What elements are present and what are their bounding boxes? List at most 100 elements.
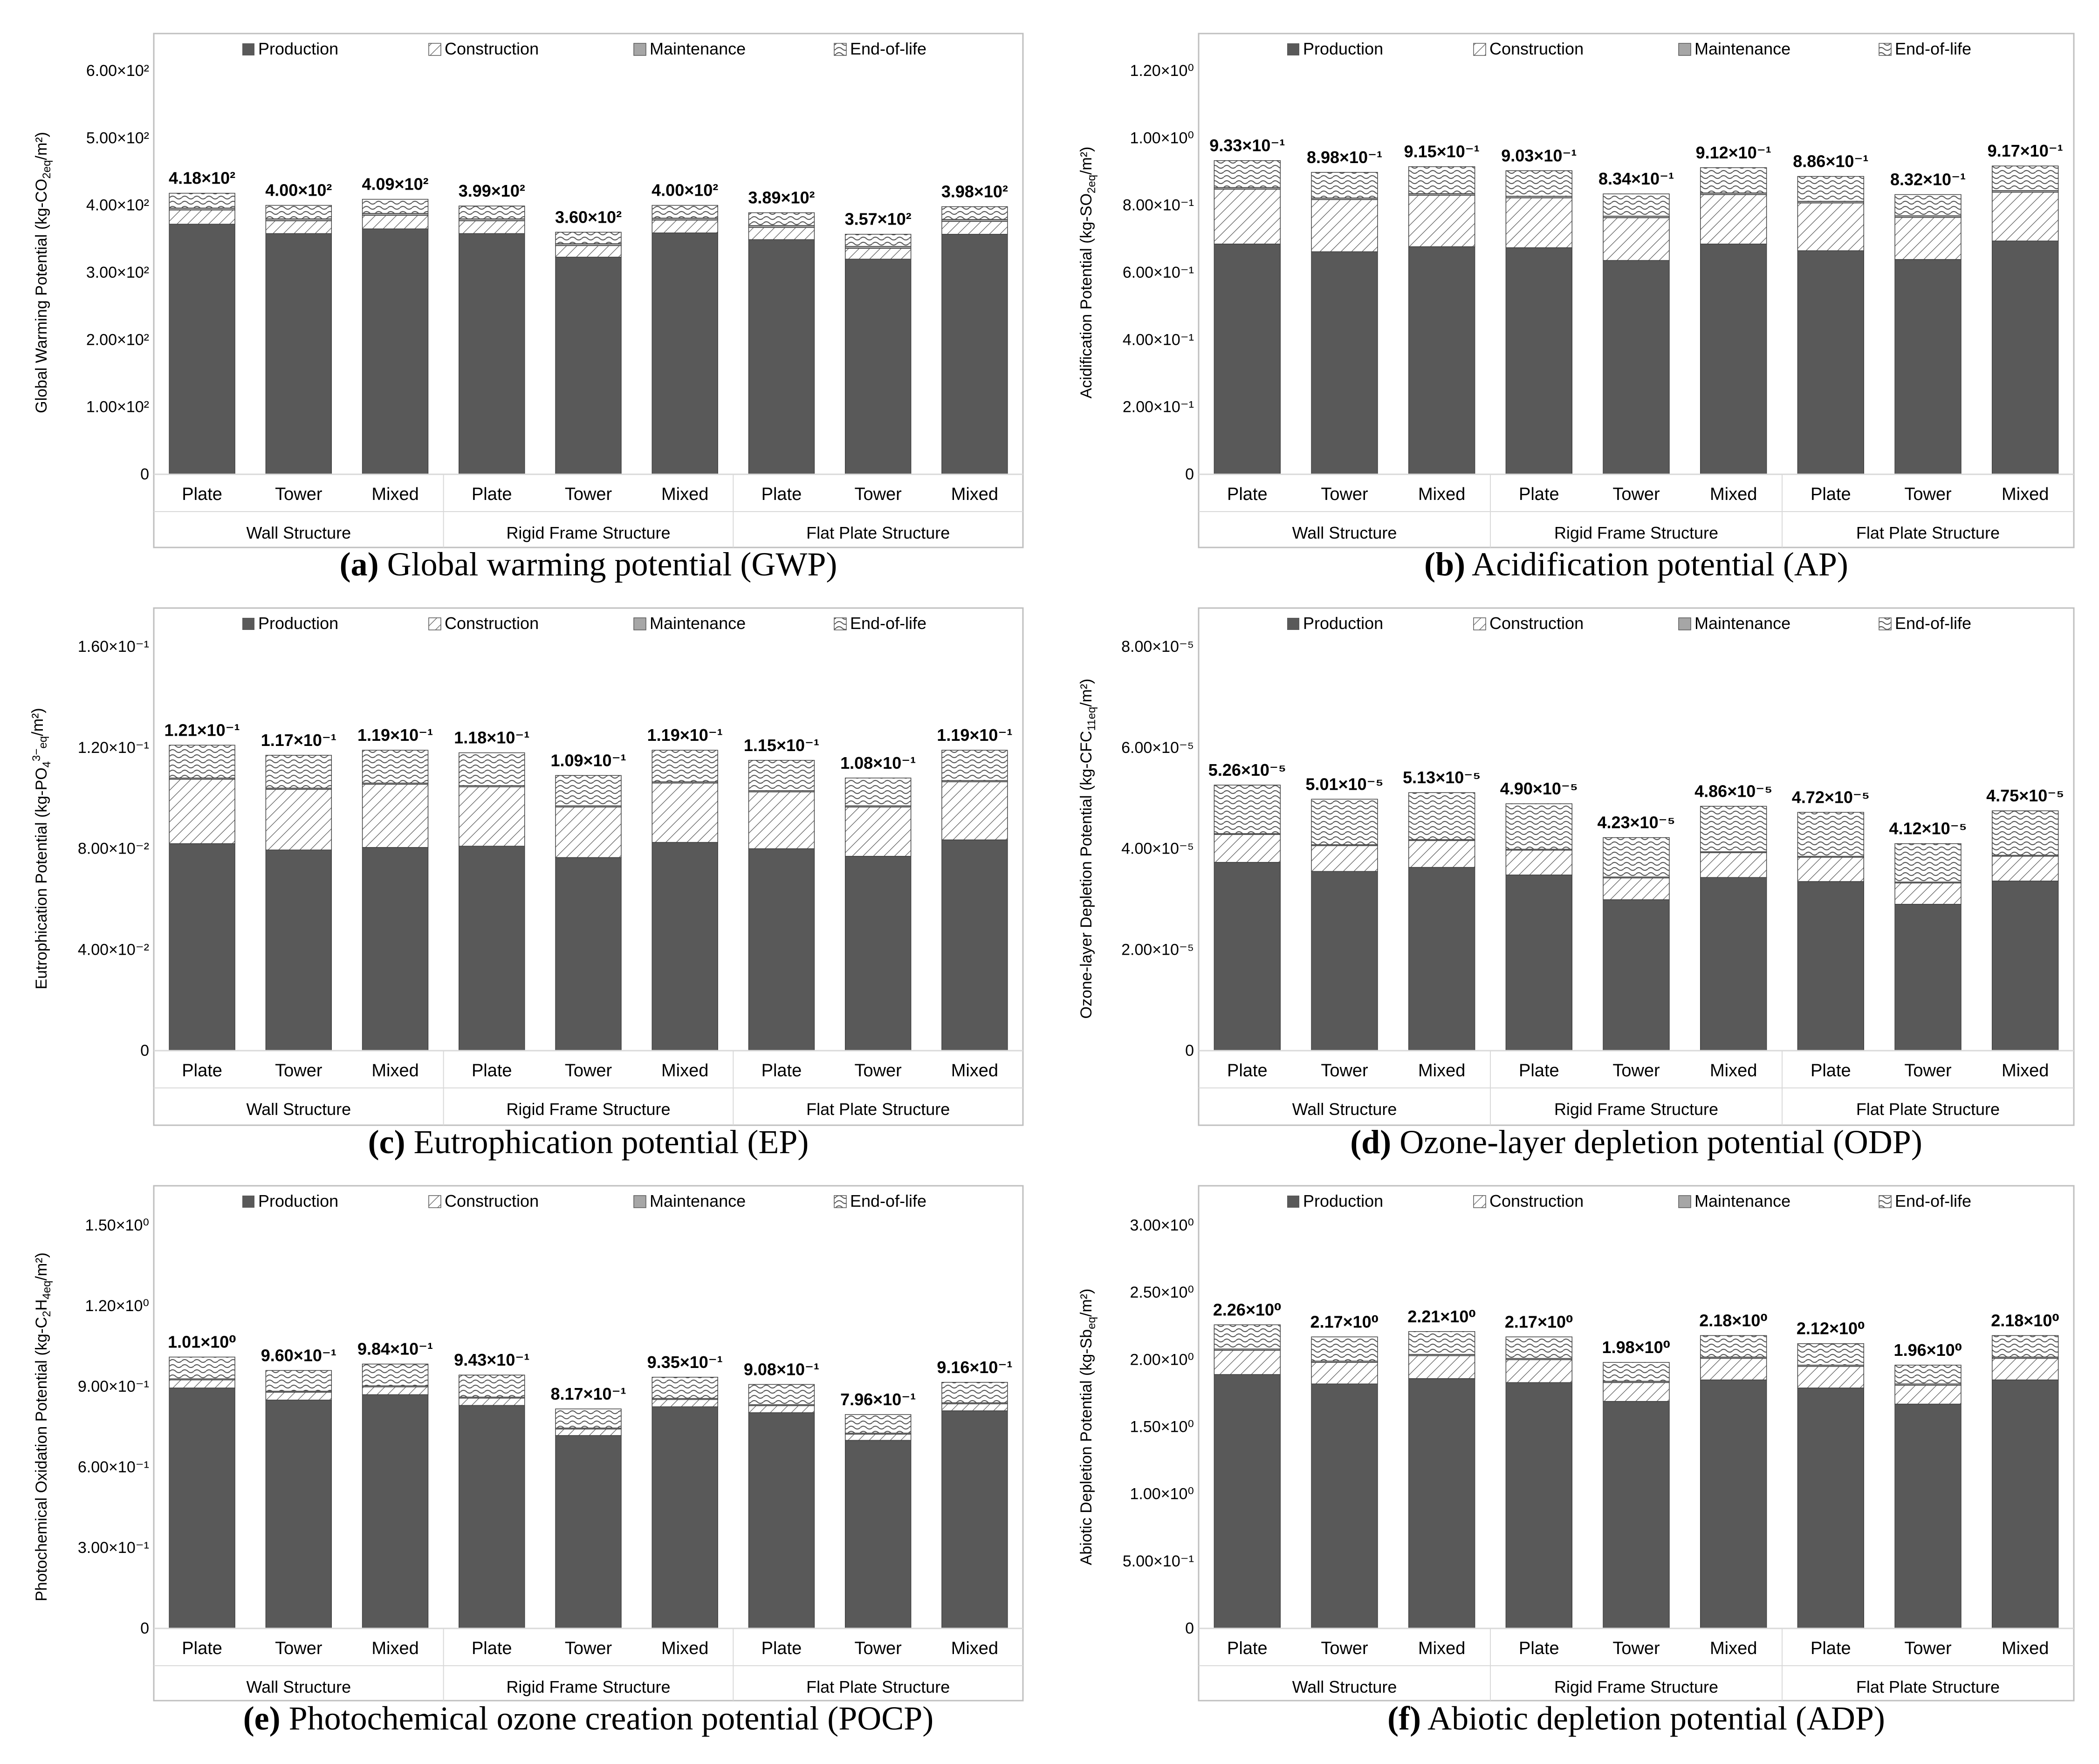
bar-segment-production[interactable] — [941, 233, 1008, 475]
bar-segment-end-of-life[interactable] — [1700, 167, 1767, 193]
bar-segment-construction[interactable] — [1700, 852, 1767, 878]
bar-segment-production[interactable] — [1991, 881, 2059, 1051]
bar-segment-end-of-life[interactable] — [1408, 1331, 1475, 1355]
bar-segment-construction[interactable] — [1991, 191, 2059, 241]
bar-segment-construction[interactable] — [1505, 198, 1573, 248]
bar-segment-construction[interactable] — [459, 1398, 525, 1406]
bar-segment-production[interactable] — [555, 1435, 622, 1629]
bar-segment-end-of-life[interactable] — [265, 1370, 332, 1392]
bar-segment-construction[interactable] — [1894, 217, 1962, 260]
bar-segment-production[interactable] — [169, 224, 235, 475]
bar-segment-production[interactable] — [169, 843, 235, 1051]
bar-segment-production[interactable] — [459, 846, 525, 1051]
bar-segment-end-of-life[interactable] — [1214, 785, 1281, 834]
bar-segment-construction[interactable] — [1214, 1350, 1281, 1375]
bar-segment-production[interactable] — [1991, 240, 2059, 475]
bar-segment-production[interactable] — [1991, 1379, 2059, 1629]
bar-segment-production[interactable] — [748, 239, 815, 475]
bar-segment-construction[interactable] — [844, 1434, 912, 1441]
bar-segment-construction[interactable] — [1797, 202, 1865, 251]
bar-segment-construction[interactable] — [652, 219, 718, 233]
bar-segment-production[interactable] — [1700, 1379, 1767, 1629]
bar-segment-construction[interactable] — [1603, 1382, 1670, 1402]
bar-segment-construction[interactable] — [555, 245, 622, 258]
bar-segment-end-of-life[interactable] — [1991, 1335, 2059, 1358]
bar-segment-construction[interactable] — [748, 791, 815, 849]
bar-segment-construction[interactable] — [1311, 1362, 1378, 1384]
bar-segment-production[interactable] — [748, 848, 815, 1051]
bar-segment-production[interactable] — [362, 1394, 429, 1629]
bar-segment-production[interactable] — [1214, 862, 1281, 1051]
bar-segment-construction[interactable] — [362, 784, 429, 848]
bar-segment-construction[interactable] — [169, 210, 235, 225]
bar-segment-construction[interactable] — [1408, 840, 1475, 868]
bar-segment-construction[interactable] — [1214, 834, 1281, 863]
bar-segment-construction[interactable] — [1408, 195, 1475, 247]
bar-segment-production[interactable] — [1311, 1383, 1378, 1629]
bar-segment-construction[interactable] — [459, 786, 525, 847]
bar-segment-construction[interactable] — [1700, 194, 1767, 245]
bar-segment-production[interactable] — [1894, 903, 1962, 1051]
bar-segment-end-of-life[interactable] — [1505, 170, 1573, 197]
bar-segment-construction[interactable] — [555, 807, 622, 858]
bar-segment-production[interactable] — [1603, 1401, 1670, 1629]
bar-segment-end-of-life[interactable] — [1797, 1343, 1865, 1366]
bar-segment-end-of-life[interactable] — [941, 206, 1008, 220]
bar-segment-end-of-life[interactable] — [555, 1408, 622, 1429]
bar-segment-end-of-life[interactable] — [169, 192, 235, 209]
bar-segment-construction[interactable] — [1311, 199, 1378, 253]
bar-segment-end-of-life[interactable] — [555, 775, 622, 807]
bar-segment-end-of-life[interactable] — [459, 205, 525, 219]
bar-segment-end-of-life[interactable] — [1700, 1335, 1767, 1358]
bar-segment-end-of-life[interactable] — [362, 198, 429, 214]
bar-segment-construction[interactable] — [1408, 1355, 1475, 1379]
bar-segment-construction[interactable] — [265, 789, 332, 850]
bar-segment-production[interactable] — [265, 233, 332, 475]
bar-segment-construction[interactable] — [1505, 850, 1573, 875]
bar-segment-end-of-life[interactable] — [844, 233, 912, 247]
bar-segment-production[interactable] — [844, 856, 912, 1051]
bar-segment-production[interactable] — [652, 232, 718, 475]
bar-segment-construction[interactable] — [1991, 856, 2059, 882]
bar-segment-production[interactable] — [844, 1440, 912, 1629]
bar-segment-production[interactable] — [941, 839, 1008, 1051]
bar-segment-end-of-life[interactable] — [1894, 843, 1962, 882]
bar-segment-construction[interactable] — [748, 1405, 815, 1413]
bar-segment-production[interactable] — [555, 857, 622, 1051]
bar-segment-construction[interactable] — [1797, 1366, 1865, 1388]
bar-segment-construction[interactable] — [652, 1399, 718, 1407]
bar-segment-production[interactable] — [265, 1400, 332, 1629]
bar-segment-production[interactable] — [1797, 250, 1865, 475]
bar-segment-production[interactable] — [1214, 1374, 1281, 1629]
bar-segment-end-of-life[interactable] — [1311, 799, 1378, 845]
bar-segment-production[interactable] — [652, 842, 718, 1051]
bar-segment-end-of-life[interactable] — [1603, 1362, 1670, 1382]
bar-segment-end-of-life[interactable] — [652, 205, 718, 219]
bar-segment-end-of-life[interactable] — [1505, 803, 1573, 850]
bar-segment-construction[interactable] — [1797, 857, 1865, 882]
bar-segment-construction[interactable] — [1603, 217, 1670, 261]
bar-segment-construction[interactable] — [844, 248, 912, 260]
bar-segment-construction[interactable] — [362, 215, 429, 229]
bar-segment-end-of-life[interactable] — [941, 1382, 1008, 1403]
bar-segment-construction[interactable] — [169, 1379, 235, 1388]
bar-segment-end-of-life[interactable] — [844, 1414, 912, 1434]
bar-segment-end-of-life[interactable] — [941, 750, 1008, 781]
bar-segment-production[interactable] — [1311, 871, 1378, 1051]
bar-segment-end-of-life[interactable] — [748, 760, 815, 791]
bar-segment-end-of-life[interactable] — [1408, 166, 1475, 194]
bar-segment-construction[interactable] — [1700, 1358, 1767, 1381]
bar-segment-construction[interactable] — [1991, 1358, 2059, 1381]
bar-segment-production[interactable] — [459, 233, 525, 475]
bar-segment-construction[interactable] — [941, 221, 1008, 235]
bar-segment-production[interactable] — [1408, 246, 1475, 475]
bar-segment-end-of-life[interactable] — [652, 750, 718, 782]
bar-segment-production[interactable] — [1797, 881, 1865, 1051]
bar-segment-end-of-life[interactable] — [1991, 810, 2059, 856]
bar-segment-construction[interactable] — [844, 807, 912, 857]
bar-segment-production[interactable] — [844, 259, 912, 475]
bar-segment-end-of-life[interactable] — [1408, 792, 1475, 840]
bar-segment-construction[interactable] — [362, 1386, 429, 1395]
bar-segment-end-of-life[interactable] — [1603, 193, 1670, 217]
bar-segment-production[interactable] — [1700, 877, 1767, 1051]
